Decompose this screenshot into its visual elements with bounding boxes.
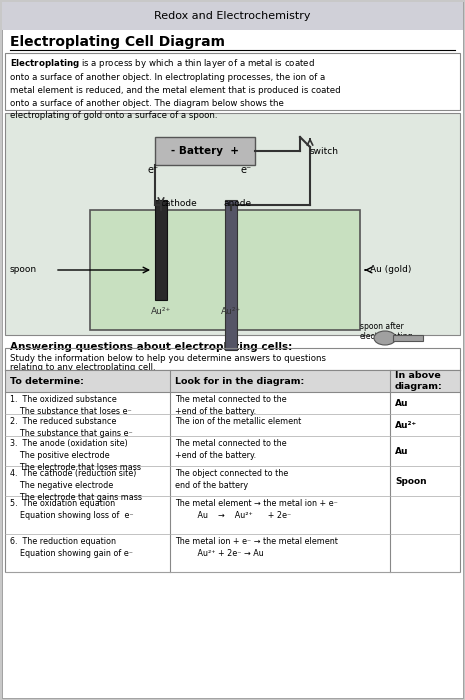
Bar xyxy=(393,335,423,341)
Text: 2.  The reduced substance
    The substance that gains e⁻: 2. The reduced substance The substance t… xyxy=(10,417,133,438)
Text: Au: Au xyxy=(395,447,408,456)
Text: relating to any electroplating cell.: relating to any electroplating cell. xyxy=(10,363,156,372)
Bar xyxy=(5,53,460,110)
Bar xyxy=(5,496,460,534)
Text: Au²⁺: Au²⁺ xyxy=(395,421,417,430)
Text: cathode: cathode xyxy=(160,199,197,208)
Bar xyxy=(5,534,460,572)
Text: e⁻: e⁻ xyxy=(240,165,252,175)
Text: spoon after
electroplating: spoon after electroplating xyxy=(360,322,413,342)
Text: The metal element → the metal ion + e⁻
         Au    →    Au²⁺      + 2e⁻: The metal element → the metal ion + e⁻ A… xyxy=(175,499,338,520)
Bar xyxy=(5,466,460,496)
Text: Electroplating Cell Diagram: Electroplating Cell Diagram xyxy=(10,35,225,49)
Text: 6.  The reduction equation
    Equation showing gain of e⁻: 6. The reduction equation Equation showi… xyxy=(10,537,133,558)
Text: Au²⁺: Au²⁺ xyxy=(151,307,171,316)
Text: 3.  The anode (oxidation site)
    The positive electrode
    The electrode that: 3. The anode (oxidation site) The positi… xyxy=(10,439,141,472)
Text: switch: switch xyxy=(310,148,339,157)
Text: Au (gold): Au (gold) xyxy=(370,265,412,274)
Bar xyxy=(155,200,167,300)
Text: e⁻: e⁻ xyxy=(147,165,159,175)
Text: Redox and Electrochemistry: Redox and Electrochemistry xyxy=(154,11,310,21)
Ellipse shape xyxy=(374,331,396,345)
Text: - Battery  +: - Battery + xyxy=(171,146,239,156)
Text: Spoon: Spoon xyxy=(395,477,426,486)
Text: 4.  The cathode (reduction site)
    The negative electrode
    The electrode th: 4. The cathode (reduction site) The nega… xyxy=(10,469,142,502)
Text: The object connected to the
end of the battery: The object connected to the end of the b… xyxy=(175,469,288,490)
Text: The metal connected to the
+end of the battery.: The metal connected to the +end of the b… xyxy=(175,395,286,416)
Text: $\bf{Electroplating}$ is a process by which a thin layer of a metal is coated
on: $\bf{Electroplating}$ is a process by wh… xyxy=(10,57,341,120)
Text: The ion of the metallic element: The ion of the metallic element xyxy=(175,417,301,426)
Bar xyxy=(90,210,360,330)
Bar xyxy=(5,348,460,572)
Text: Look for in the diagram:: Look for in the diagram: xyxy=(175,377,304,386)
Bar xyxy=(5,436,460,466)
Bar xyxy=(5,414,460,436)
Text: To determine:: To determine: xyxy=(10,377,84,386)
Text: The metal connected to the
+end of the battery.: The metal connected to the +end of the b… xyxy=(175,439,286,460)
Text: In above
diagram:: In above diagram: xyxy=(395,371,443,391)
Bar xyxy=(5,113,460,335)
Text: The metal ion + e⁻ → the metal element
         Au²⁺ + 2e⁻ → Au: The metal ion + e⁻ → the metal element A… xyxy=(175,537,338,558)
Bar xyxy=(2,2,463,30)
Text: spoon: spoon xyxy=(10,265,37,274)
Text: Au: Au xyxy=(395,398,408,407)
Bar xyxy=(155,137,255,165)
Text: anode: anode xyxy=(223,199,251,208)
Text: Au²⁺: Au²⁺ xyxy=(221,307,241,316)
Text: 5.  The oxidation equation
    Equation showing loss of  e⁻: 5. The oxidation equation Equation showi… xyxy=(10,499,133,520)
Bar xyxy=(5,338,460,370)
Text: Answering questions about electroplating cells:: Answering questions about electroplating… xyxy=(10,342,292,352)
Text: 1.  The oxidized substance
    The substance that loses e⁻: 1. The oxidized substance The substance … xyxy=(10,395,132,416)
Text: Study the information below to help you determine answers to questions: Study the information below to help you … xyxy=(10,354,326,363)
Bar xyxy=(5,392,460,414)
Bar xyxy=(225,200,237,350)
Bar xyxy=(5,370,460,392)
